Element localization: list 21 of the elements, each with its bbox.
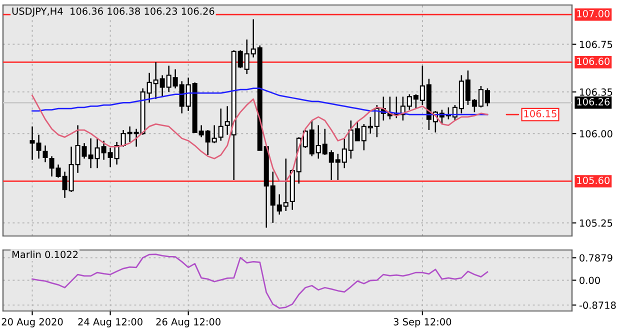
ref-line-label: 106.26 bbox=[577, 98, 610, 106]
x-tick-label: 24 Aug 12:00 bbox=[78, 318, 142, 328]
ref-line-label: 105.60 bbox=[577, 176, 610, 184]
y-tick-label: 106.00 bbox=[580, 130, 612, 138]
y-tick-label: 0.7879 bbox=[580, 254, 612, 262]
candlestick bbox=[218, 108, 224, 142]
chart-title: Marlin 0.1022 bbox=[12, 250, 78, 258]
ref-line-label: 107.00 bbox=[577, 10, 610, 18]
y-tick-label: 106.35 bbox=[580, 88, 612, 96]
ref-line-label: 106.60 bbox=[577, 58, 610, 65]
text: 106.15 bbox=[524, 110, 556, 118]
line-series bbox=[32, 94, 488, 182]
x-tick-label: 26 Aug 12:00 bbox=[156, 318, 220, 328]
y-tick-label: 0.00 bbox=[580, 276, 600, 284]
candlestick bbox=[42, 144, 48, 163]
x-tick-label: 3 Sep 12:00 bbox=[394, 318, 452, 328]
y-tick-label: -0.8718 bbox=[579, 302, 616, 309]
y-tick-label: 106.75 bbox=[580, 40, 612, 48]
y-tick-label: 105.25 bbox=[580, 219, 612, 227]
chart-title: USDJPY,H4 106.36 106.38 106.23 106.26 bbox=[12, 7, 214, 17]
x-tick-label: 20 Aug 2020 bbox=[2, 318, 63, 328]
